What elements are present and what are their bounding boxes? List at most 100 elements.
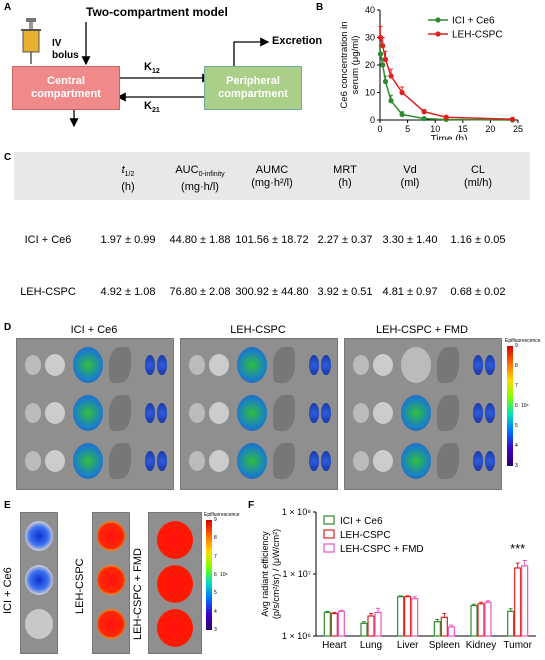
radiant-efficiency-bar-chart: 1 × 10⁶ 1 × 10⁷ 1 × 10⁸ Avg radiant efficie… xyxy=(260,507,536,651)
table-header-band xyxy=(14,152,530,200)
organ xyxy=(485,403,495,423)
bar xyxy=(330,612,338,637)
colorbar-tick: 6 xyxy=(214,572,217,578)
organ xyxy=(73,395,103,431)
tumor xyxy=(157,565,193,603)
x-tick-label: 0 xyxy=(377,124,382,134)
data-point xyxy=(377,51,384,57)
y-tick-label: 1 × 10⁸ xyxy=(282,507,311,517)
x-tick-label: 15 xyxy=(458,124,468,134)
legend-label: LEH-CSPC xyxy=(452,30,503,41)
table-cell: 3.92 ± 0.51 xyxy=(317,286,373,298)
bar xyxy=(507,610,515,637)
tumor-group-label: LEH-CSPC xyxy=(74,558,86,614)
k12-label: K12 xyxy=(144,61,160,76)
colorbar-unit: 10⁸ xyxy=(521,403,529,409)
organ xyxy=(209,450,229,472)
table-cell: 44.80 ± 1.88 xyxy=(169,234,231,246)
organ xyxy=(485,355,495,375)
legend-label: ICI + Ce6 xyxy=(452,16,495,27)
header-main: MRT xyxy=(333,164,357,176)
y-label-line: Ce6 concentration in xyxy=(339,21,350,108)
legend-swatch xyxy=(323,543,335,553)
organ-image xyxy=(180,338,338,490)
colorbar-title: Epifluorescence xyxy=(204,512,240,518)
data-point xyxy=(399,89,405,96)
organ xyxy=(437,443,459,479)
y-label-line: (p/s/cm²/sr) / (μW/cm²) xyxy=(271,529,281,619)
organ xyxy=(353,355,369,375)
table-header-4: Vd (ml) xyxy=(368,164,452,190)
pk-line-chart: 0 10 20 30 40 0 5 10 15 20 25 Time (h) Ce6 concentra… xyxy=(339,5,523,140)
tumor xyxy=(97,521,125,551)
data-point xyxy=(380,62,386,68)
organ xyxy=(145,451,155,471)
bar xyxy=(484,601,492,637)
table-header-3: MRT (h) xyxy=(303,164,387,190)
organ xyxy=(321,355,331,375)
x-tick-label: Liver xyxy=(397,640,419,651)
organ xyxy=(437,395,459,431)
organ xyxy=(157,403,167,423)
tumor-image xyxy=(20,512,58,654)
organ xyxy=(189,451,205,471)
bar xyxy=(337,610,345,637)
y-axis-label: Avg radiant efficiency(p/s/cm²/sr) / (μW… xyxy=(260,529,281,619)
data-point xyxy=(380,43,386,49)
table-header-5: CL (ml/h) xyxy=(436,164,520,190)
table-cell: 1.16 ± 0.05 xyxy=(450,234,506,246)
x-tick-label: 20 xyxy=(485,124,495,134)
legend-swatch xyxy=(323,529,335,539)
table-header-0: t1/2 (h) xyxy=(86,164,170,194)
table-cell: 2.27 ± 0.37 xyxy=(317,234,373,246)
header-main: AUMC xyxy=(255,164,289,176)
bar xyxy=(397,596,405,637)
colorbar-gradient xyxy=(507,346,513,466)
colorbar-tick: 3 xyxy=(515,463,518,469)
syringe-icon xyxy=(21,18,41,64)
organ xyxy=(145,355,155,375)
epifluorescence-colorbar-e: Epifluorescence 9 8 7 6 5 4 3 10⁸ xyxy=(204,512,240,636)
x-axis-label: Time (h) xyxy=(431,134,468,140)
header-main: AUC xyxy=(175,164,199,176)
excretion-label: Excretion xyxy=(272,35,323,47)
organ xyxy=(25,403,41,423)
organ xyxy=(209,402,229,424)
organ xyxy=(401,443,431,479)
organ xyxy=(401,347,431,383)
table-cell: 300.92 ± 44.80 xyxy=(235,286,309,298)
row-label: LEH-CSPC xyxy=(20,286,76,298)
organ xyxy=(273,347,295,383)
imaging-title: ICI + Ce6 xyxy=(70,324,118,336)
legend-marker xyxy=(435,31,441,37)
bar xyxy=(367,615,375,637)
data-point xyxy=(377,34,384,41)
panel-b-label: B xyxy=(316,2,324,13)
organ xyxy=(25,451,41,471)
x-tick-label: 10 xyxy=(430,124,440,134)
tumor xyxy=(157,521,193,559)
bar xyxy=(440,616,448,637)
colorbar-title: Epifluorescence xyxy=(505,338,541,344)
data-point xyxy=(382,78,389,85)
header-sub: 0-infinity xyxy=(198,171,225,179)
y-tick-label: 40 xyxy=(365,5,375,15)
organ xyxy=(373,402,393,424)
organ xyxy=(373,450,393,472)
table-cell: 1.97 ± 0.99 xyxy=(100,234,156,246)
x-tick-label: Spleen xyxy=(429,640,460,651)
tumor xyxy=(97,565,125,595)
x-tick-label: 5 xyxy=(405,124,410,134)
organ xyxy=(437,347,459,383)
organ xyxy=(45,354,65,376)
bar xyxy=(411,598,419,637)
x-tick-label: Tumor xyxy=(503,640,532,651)
colorbar-tick: 5 xyxy=(214,590,217,597)
legend-marker xyxy=(435,17,441,23)
data-point xyxy=(421,116,427,122)
y-tick-label: 1 × 10⁷ xyxy=(282,569,311,579)
colorbar-tick: 4 xyxy=(515,443,518,449)
organ xyxy=(321,403,331,423)
colorbar-gradient xyxy=(206,520,212,630)
y-tick-label: 1 × 10⁶ xyxy=(282,631,311,641)
